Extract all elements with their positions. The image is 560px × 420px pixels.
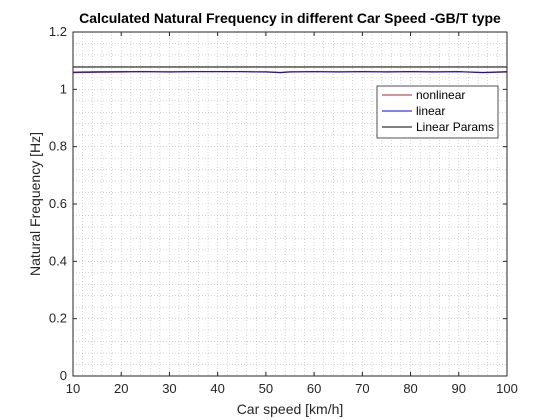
y-tick-label: 0.6	[49, 196, 67, 211]
legend: nonlinear linear Linear Params	[376, 85, 499, 139]
series-layer	[72, 66, 508, 74]
legend-label-nonlinear: nonlinear	[416, 88, 465, 102]
y-tick-label: 0.2	[49, 311, 67, 326]
y-tick-label: 0.4	[49, 253, 67, 268]
x-tick-label: 80	[403, 381, 417, 396]
y-tick-label: 1	[60, 81, 67, 96]
x-tick-label: 10	[66, 381, 80, 396]
x-tick-label: 60	[307, 381, 321, 396]
x-tick-label: 100	[496, 381, 518, 396]
ticks	[72, 31, 508, 377]
y-axis-label: Natural Frequency [Hz]	[27, 132, 43, 276]
x-tick-label: 90	[452, 381, 466, 396]
x-tick-label: 30	[162, 381, 176, 396]
y-tick-label: 1.2	[49, 24, 67, 39]
x-tick-label: 40	[210, 381, 224, 396]
x-tick-label: 50	[259, 381, 273, 396]
chart-title: Calculated Natural Frequency in differen…	[79, 10, 501, 26]
y-tick-label: 0.8	[49, 139, 67, 154]
x-tick-labels: 10 20 30 40 50 60 70 80 90 100	[66, 381, 518, 396]
grid	[73, 32, 507, 376]
x-axis-label: Car speed [km/h]	[237, 401, 344, 417]
y-tick-labels: 0 0.2 0.4 0.6 0.8 1 1.2	[49, 24, 67, 383]
legend-label-linear: linear	[416, 104, 445, 118]
legend-label-linear-params: Linear Params	[416, 120, 494, 134]
y-tick-label: 0	[60, 368, 67, 383]
x-tick-label: 20	[114, 381, 128, 396]
series-line-linear	[72, 71, 508, 73]
x-tick-label: 70	[355, 381, 369, 396]
